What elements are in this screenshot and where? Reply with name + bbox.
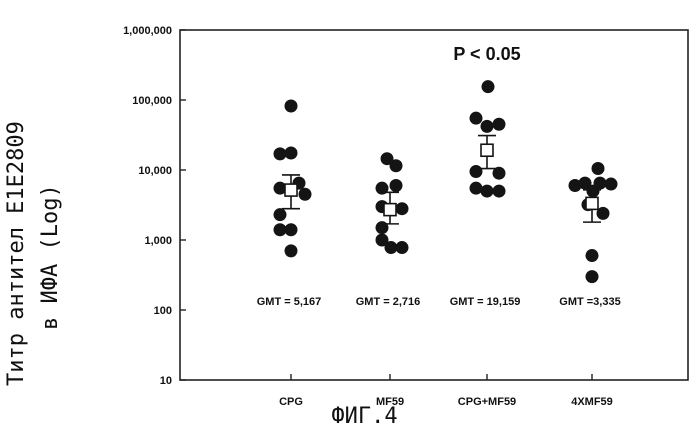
gmt-label: GMT = 19,159 (450, 296, 521, 308)
figure-caption: ФИГ.4 (331, 404, 398, 429)
data-point (395, 241, 409, 255)
data-point (591, 162, 605, 176)
data-point (596, 206, 610, 220)
gmt-marker (480, 143, 494, 158)
gmt-label: GMT = 2,716 (356, 296, 421, 308)
x-tick-label: CPG (279, 396, 303, 408)
data-point (469, 111, 483, 125)
data-point (389, 159, 403, 173)
group-cpg-mf59: GMT = 19,159 (450, 80, 521, 308)
y-tick-label: 10,000 (138, 165, 172, 177)
data-point (273, 181, 287, 195)
data-point (284, 244, 298, 258)
x-tick-label: CPG+MF59 (458, 396, 516, 408)
data-point (273, 147, 287, 161)
data-point (375, 233, 389, 247)
data-point (395, 202, 409, 216)
gmt-label: GMT =3,335 (559, 296, 620, 308)
data-point (375, 181, 389, 195)
data-point (389, 179, 403, 193)
data-point (492, 166, 506, 180)
y-tick-label: 1,000,000 (123, 25, 172, 37)
data-point (380, 152, 394, 166)
gmt-marker (284, 183, 298, 197)
data-point (273, 223, 287, 237)
data-point (568, 179, 582, 193)
data-point (384, 241, 398, 255)
y-tick-label: 1,000 (144, 235, 172, 247)
data-point (585, 270, 599, 284)
data-point (578, 176, 592, 190)
data-point (469, 181, 483, 195)
data-point (480, 184, 494, 198)
gmt-marker (585, 196, 599, 211)
data-point (480, 119, 494, 133)
data-point (481, 80, 495, 94)
gmt-label: GMT = 5,167 (257, 296, 322, 308)
data-point (586, 184, 600, 198)
data-point (492, 184, 506, 198)
x-tick-label: 4XMF59 (571, 396, 613, 408)
plot-frame (179, 29, 689, 381)
x-tick-label: MF59 (376, 396, 404, 408)
data-point (585, 249, 599, 263)
chart-title: P < 0.05 (453, 44, 520, 64)
gmt-marker (383, 202, 397, 217)
data-point (469, 165, 483, 179)
data-point (273, 208, 287, 222)
y-tick-label: 10 (160, 375, 172, 387)
data-point (284, 223, 298, 237)
group-cpg: GMT = 5,167 (257, 99, 322, 308)
data-point (492, 117, 506, 131)
data-point (284, 146, 298, 160)
data-point (298, 187, 312, 201)
group-mf59: GMT = 2,716 (356, 152, 421, 308)
data-point (604, 177, 618, 191)
data-point (284, 99, 298, 113)
y-tick-label: 100 (154, 305, 172, 317)
y-tick-label: 100,000 (132, 95, 172, 107)
group-4xmf59: GMT =3,335 (559, 162, 621, 308)
